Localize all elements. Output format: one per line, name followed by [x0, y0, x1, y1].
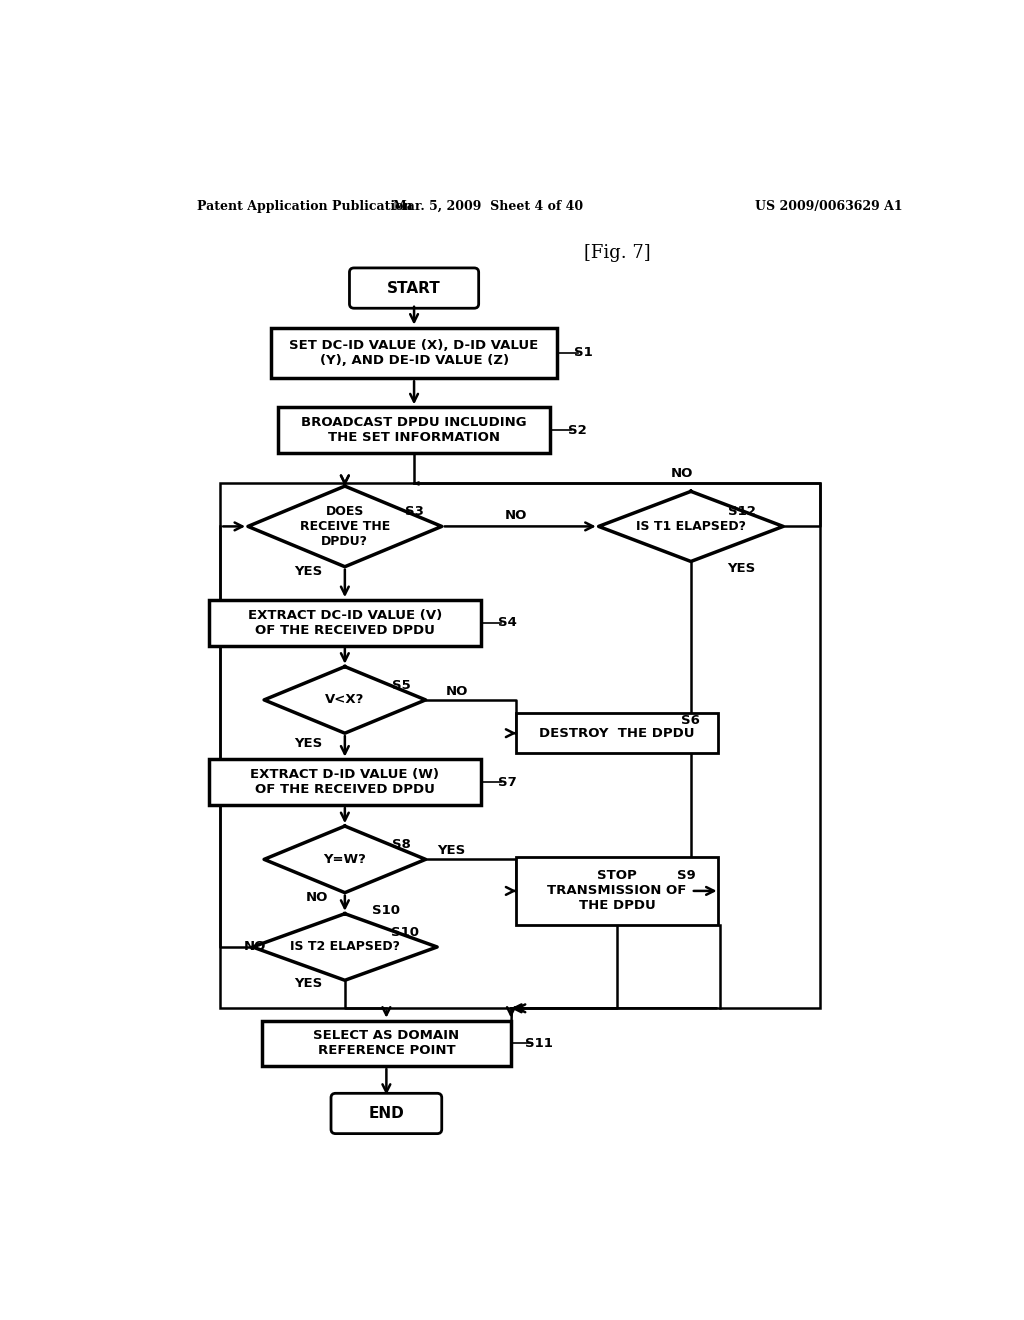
Text: S12: S12 [728, 506, 756, 517]
Text: YES: YES [437, 843, 465, 857]
Text: S10: S10 [391, 925, 419, 939]
Text: S9: S9 [677, 869, 695, 882]
FancyBboxPatch shape [349, 268, 478, 309]
Text: S7: S7 [498, 776, 517, 789]
Text: V<X?: V<X? [326, 693, 365, 706]
Text: S3: S3 [404, 506, 424, 517]
Text: DOES
RECEIVE THE
DPDU?: DOES RECEIVE THE DPDU? [300, 506, 390, 548]
Text: NO: NO [306, 891, 329, 904]
Text: S6: S6 [681, 714, 700, 726]
Bar [516, 857, 718, 925]
Text: S5: S5 [392, 678, 411, 692]
Text: NO: NO [244, 940, 266, 953]
Bar [220, 483, 820, 1008]
Text: NO: NO [446, 685, 469, 698]
Text: S8: S8 [392, 838, 411, 851]
Text: BROADCAST DPDU INCLUDING
THE SET INFORMATION: BROADCAST DPDU INCLUDING THE SET INFORMA… [301, 416, 527, 444]
Polygon shape [253, 913, 437, 981]
Polygon shape [248, 486, 441, 566]
Polygon shape [599, 491, 783, 561]
Polygon shape [264, 667, 426, 733]
Text: YES: YES [294, 737, 323, 750]
Text: S2: S2 [568, 424, 587, 437]
Text: [Fig. 7]: [Fig. 7] [584, 244, 650, 263]
Text: SET DC-ID VALUE (X), D-ID VALUE
(Y), AND DE-ID VALUE (Z): SET DC-ID VALUE (X), D-ID VALUE (Y), AND… [290, 339, 539, 367]
Text: S11: S11 [524, 1038, 553, 1049]
Bar [209, 759, 481, 805]
Text: START: START [387, 281, 441, 296]
Text: S10: S10 [373, 904, 400, 916]
Text: IS T1 ELAPSED?: IS T1 ELAPSED? [636, 520, 745, 533]
Text: EXTRACT DC-ID VALUE (V)
OF THE RECEIVED DPDU: EXTRACT DC-ID VALUE (V) OF THE RECEIVED … [248, 609, 442, 636]
Bar [278, 408, 550, 453]
Bar [516, 713, 718, 754]
Bar [209, 601, 481, 645]
Bar [262, 1020, 511, 1067]
Text: YES: YES [294, 977, 323, 990]
Text: EXTRACT D-ID VALUE (W)
OF THE RECEIVED DPDU: EXTRACT D-ID VALUE (W) OF THE RECEIVED D… [250, 768, 439, 796]
Text: ◄: ◄ [413, 477, 420, 487]
Text: Y=W?: Y=W? [324, 853, 367, 866]
Polygon shape [264, 826, 426, 892]
Text: S4: S4 [498, 616, 517, 630]
Bar [271, 327, 557, 379]
Text: SELECT AS DOMAIN
REFERENCE POINT: SELECT AS DOMAIN REFERENCE POINT [313, 1030, 460, 1057]
Text: STOP
TRANSMISSION OF
THE DPDU: STOP TRANSMISSION OF THE DPDU [548, 870, 687, 912]
Text: IS T2 ELAPSED?: IS T2 ELAPSED? [290, 940, 399, 953]
Text: NO: NO [505, 510, 526, 523]
Text: YES: YES [727, 562, 756, 576]
Text: YES: YES [294, 565, 323, 578]
Text: Mar. 5, 2009  Sheet 4 of 40: Mar. 5, 2009 Sheet 4 of 40 [393, 201, 583, 213]
FancyBboxPatch shape [331, 1093, 441, 1134]
Text: Patent Application Publication: Patent Application Publication [198, 201, 413, 213]
Text: NO: NO [671, 467, 693, 480]
Text: US 2009/0063629 A1: US 2009/0063629 A1 [756, 201, 903, 213]
Text: DESTROY  THE DPDU: DESTROY THE DPDU [540, 727, 695, 739]
Text: END: END [369, 1106, 404, 1121]
Text: S1: S1 [574, 346, 593, 359]
